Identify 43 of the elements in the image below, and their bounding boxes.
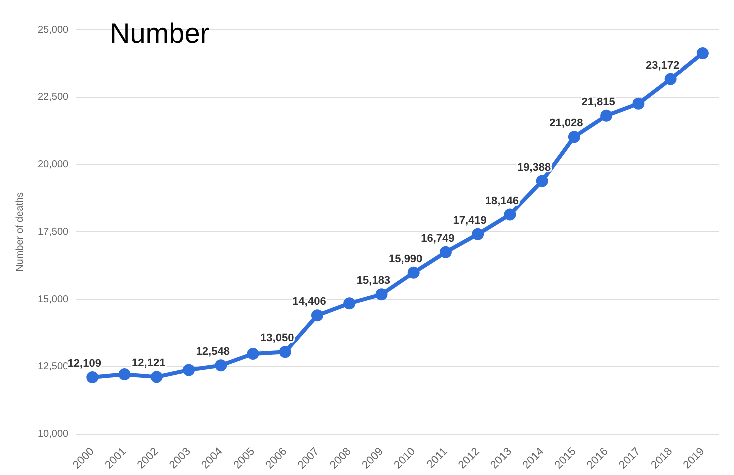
point <box>600 110 613 122</box>
data-label: 12,548 <box>196 346 230 358</box>
y-tick-label: 17,500 <box>38 226 70 238</box>
point <box>472 228 484 240</box>
point <box>215 360 228 372</box>
data-label: 12,109 <box>68 358 102 370</box>
data-label: 13,050 <box>260 332 294 345</box>
y-tick-label: 25,000 <box>38 24 70 36</box>
point <box>247 348 260 360</box>
point <box>344 298 356 310</box>
point <box>376 288 388 301</box>
data-label: 14,406 <box>292 296 326 308</box>
point <box>536 175 548 188</box>
point <box>279 346 292 358</box>
point <box>408 266 420 279</box>
point <box>311 310 324 322</box>
data-label: 18,146 <box>485 195 520 208</box>
data-label: 15,990 <box>389 253 423 266</box>
point <box>696 47 709 60</box>
data-label: 21,815 <box>582 96 616 108</box>
point <box>86 372 99 384</box>
y-tick-label: 22,500 <box>38 92 70 104</box>
point <box>664 73 677 86</box>
y-axis-title: Number of deaths <box>14 192 26 272</box>
point <box>118 368 131 381</box>
data-label: 23,172 <box>646 60 680 72</box>
data-label: 16,749 <box>421 232 455 245</box>
point <box>504 208 516 221</box>
data-label: 15,183 <box>356 275 391 288</box>
data-label: 21,028 <box>550 118 584 130</box>
point <box>183 364 196 376</box>
chart-title: Number <box>110 18 210 50</box>
data-label: 19,388 <box>518 162 552 174</box>
point <box>632 98 645 110</box>
y-tick-label: 20,000 <box>38 160 70 171</box>
point <box>568 131 580 144</box>
data-label: 12,121 <box>132 358 166 370</box>
point <box>150 371 163 384</box>
y-tick-label: 12,500 <box>38 362 70 373</box>
point <box>440 246 452 258</box>
data-label: 17,419 <box>453 214 487 227</box>
y-tick-label: 10,000 <box>38 429 70 440</box>
y-tick-label: 15,000 <box>38 294 70 306</box>
